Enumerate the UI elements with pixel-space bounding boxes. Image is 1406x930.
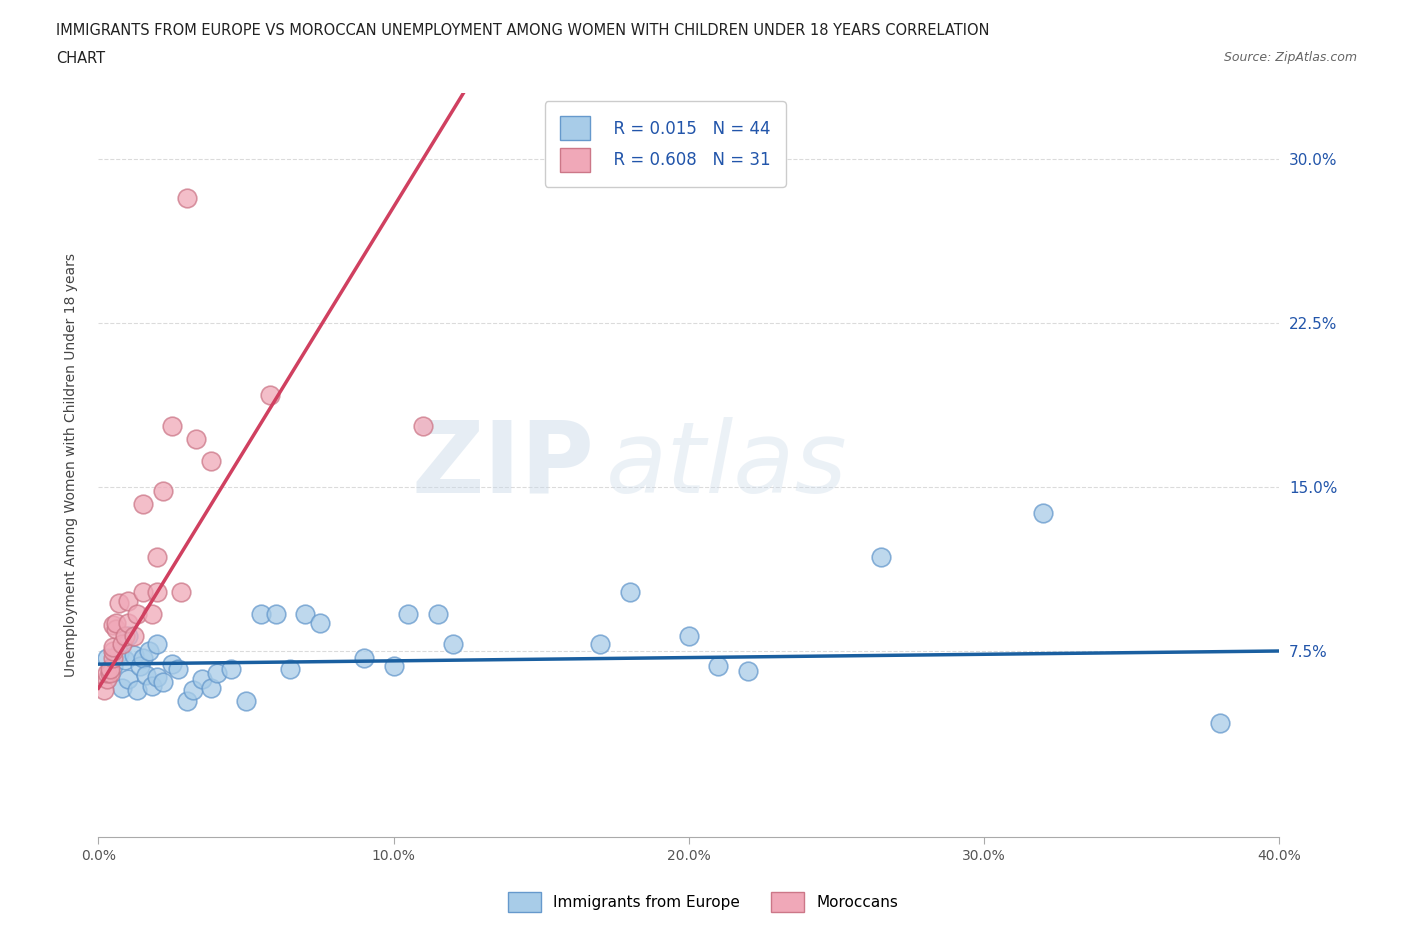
Point (103, 639, 125, 654)
Y-axis label: Unemployment Among Women with Children Under 18 years: Unemployment Among Women with Children U… (63, 253, 77, 677)
Point (96, 650, 118, 665)
Point (200, 681, 222, 696)
Point (589, 637, 612, 652)
Point (93, 683, 115, 698)
Point (678, 629, 700, 644)
Point (103, 658, 125, 673)
Point (128, 658, 150, 673)
Point (382, 658, 405, 673)
Point (111, 681, 134, 696)
Point (105, 615, 128, 630)
Text: atlas: atlas (606, 417, 848, 513)
Point (250, 606, 273, 621)
Point (117, 629, 139, 644)
Point (619, 584, 641, 599)
Point (869, 550, 891, 565)
Point (396, 606, 419, 621)
Point (152, 484, 174, 498)
Point (138, 644, 160, 658)
Point (117, 672, 139, 687)
Point (117, 593, 139, 608)
Point (122, 629, 145, 644)
Point (353, 650, 375, 665)
Point (108, 595, 131, 610)
Point (1209, 716, 1232, 731)
Point (114, 652, 136, 667)
Point (146, 584, 169, 599)
Point (181, 683, 204, 698)
Point (737, 663, 759, 678)
Point (176, 694, 198, 709)
Point (219, 661, 242, 676)
Point (125, 606, 148, 621)
Point (162, 418, 183, 433)
Point (98, 666, 121, 681)
Point (105, 621, 128, 636)
Point (108, 645, 131, 660)
Point (191, 672, 214, 687)
Point (427, 606, 450, 621)
Point (152, 674, 174, 689)
Point (170, 584, 193, 599)
Point (117, 615, 139, 630)
Point (111, 637, 134, 652)
Point (441, 637, 464, 652)
Point (309, 615, 332, 630)
Legend: Immigrants from Europe, Moroccans: Immigrants from Europe, Moroccans (502, 886, 904, 918)
Point (167, 661, 190, 676)
Point (259, 388, 281, 403)
Text: CHART: CHART (56, 51, 105, 66)
Point (146, 550, 169, 565)
Point (146, 670, 169, 684)
Point (278, 661, 302, 676)
Point (412, 418, 434, 433)
Point (96, 666, 118, 681)
Point (200, 453, 222, 468)
Point (141, 679, 163, 694)
Point (141, 606, 163, 621)
Point (146, 637, 169, 652)
Point (96, 672, 118, 687)
Point (122, 648, 145, 663)
Point (132, 650, 155, 665)
Point (132, 584, 155, 599)
Text: Source: ZipAtlas.com: Source: ZipAtlas.com (1223, 51, 1357, 64)
Legend:   R = 0.015   N = 44,   R = 0.608   N = 31: R = 0.015 N = 44, R = 0.608 N = 31 (546, 101, 786, 187)
Point (162, 657, 183, 671)
Point (135, 668, 157, 683)
Text: ZIP: ZIP (412, 417, 595, 513)
Point (294, 606, 316, 621)
Point (184, 432, 207, 446)
Point (707, 658, 730, 673)
Point (235, 694, 257, 709)
Point (103, 618, 125, 632)
Point (205, 666, 228, 681)
Point (103, 650, 125, 665)
Point (132, 497, 155, 512)
Point (176, 191, 198, 206)
Text: IMMIGRANTS FROM EUROPE VS MOROCCAN UNEMPLOYMENT AMONG WOMEN WITH CHILDREN UNDER : IMMIGRANTS FROM EUROPE VS MOROCCAN UNEMP… (56, 23, 990, 38)
Point (264, 606, 287, 621)
Point (1032, 506, 1054, 521)
Point (103, 644, 125, 658)
Point (114, 629, 136, 644)
Point (98, 661, 121, 676)
Point (125, 683, 148, 698)
